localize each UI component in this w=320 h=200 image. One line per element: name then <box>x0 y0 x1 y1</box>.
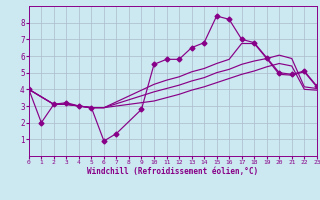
X-axis label: Windchill (Refroidissement éolien,°C): Windchill (Refroidissement éolien,°C) <box>87 167 258 176</box>
